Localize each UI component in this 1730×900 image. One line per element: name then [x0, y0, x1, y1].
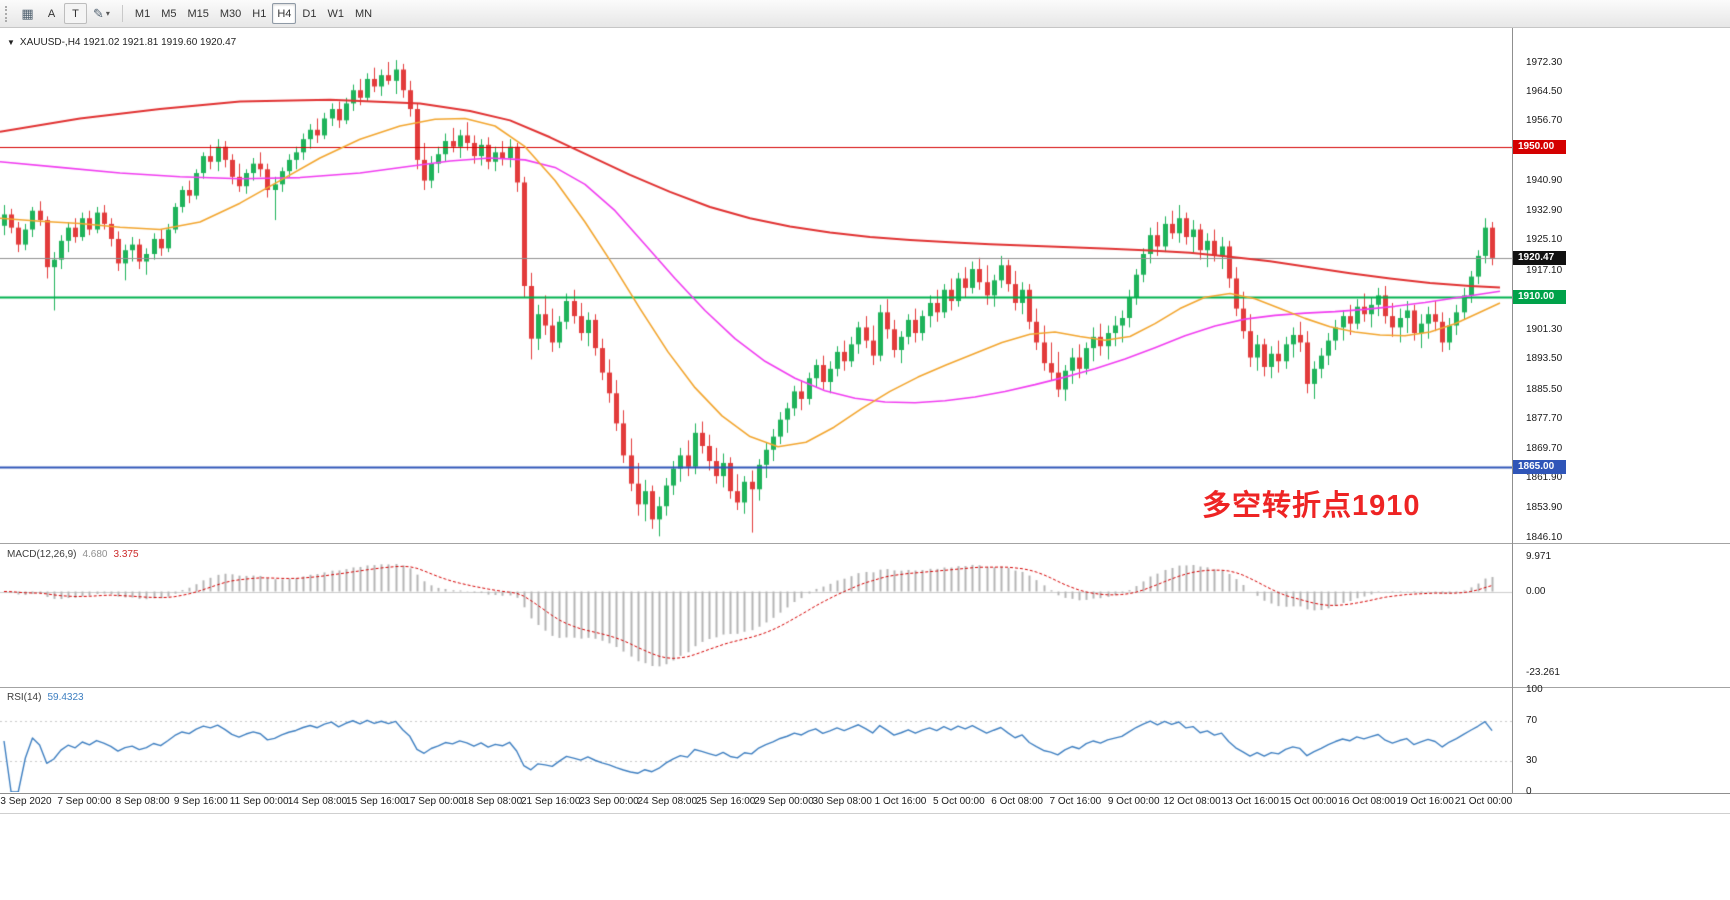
timeframe-button-mn[interactable]: MN	[350, 3, 377, 24]
price-axis-label: 1846.10	[1526, 531, 1563, 543]
time-axis-label: 14 Sep 08:00	[287, 796, 348, 807]
timeframe-button-m15[interactable]: M15	[182, 3, 213, 24]
rsi-value: 59.4323	[47, 692, 84, 703]
toolbar-grip[interactable]	[5, 5, 10, 22]
text-tool-button[interactable]: T	[64, 3, 87, 24]
macd-main-value: 4.680	[82, 549, 108, 560]
time-axis-label: 29 Sep 00:00	[754, 796, 814, 807]
price-axis-label: 1925.10	[1526, 234, 1563, 246]
price-axis-label: 1869.70	[1526, 443, 1563, 454]
time-axis-label: 21 Oct 00:00	[1454, 796, 1513, 807]
rsi-axis-label: 0	[1526, 786, 1532, 797]
time-axis-label: 15 Sep 16:00	[346, 796, 406, 807]
time-axis-label: 25 Sep 16:00	[695, 796, 756, 807]
rsi-panel-canvas[interactable]	[0, 690, 1512, 792]
price-scale-line	[1512, 28, 1513, 793]
price-axis-label: 1885.50	[1526, 383, 1563, 395]
time-axis-label: 13 Oct 16:00	[1221, 796, 1279, 807]
rsi-label: RSI(14) 59.4323	[7, 692, 84, 703]
toolbar-separator	[121, 5, 123, 22]
time-axis-label: 23 Sep 00:00	[579, 796, 639, 807]
price-axis-label: 1877.70	[1526, 412, 1563, 424]
price-axis-label: 1853.90	[1526, 502, 1563, 514]
time-axis-label: 16 Oct 08:00	[1338, 796, 1396, 807]
panel-divider-macd[interactable]	[0, 543, 1730, 544]
time-axis-label: 30 Sep 08:00	[812, 796, 872, 807]
price-badge: 1865.00	[1513, 459, 1566, 474]
price-badge: 1950.00	[1513, 139, 1566, 154]
macd-label: MACD(12,26,9) 4.680 3.375	[7, 549, 139, 560]
chevron-down-icon: ▾	[105, 9, 110, 18]
timeframe-button-d1[interactable]: D1	[297, 3, 321, 24]
macd-name: MACD(12,26,9)	[7, 549, 77, 560]
price-axis-label: 1901.30	[1526, 324, 1563, 336]
dropdown-triangle-icon[interactable]: ▼	[7, 38, 15, 47]
time-axis-label: 11 Sep 00:00	[229, 796, 289, 807]
time-axis-label: 7 Sep 00:00	[57, 796, 112, 807]
time-axis-label: 5 Oct 00:00	[932, 796, 985, 807]
annotation-text: 多空转折点1910	[1202, 490, 1421, 522]
timeframe-button-h1[interactable]: H1	[247, 3, 271, 24]
timeframe-button-m1[interactable]: M1	[130, 3, 155, 24]
price-axis-label: 1956.70	[1526, 115, 1563, 127]
timeframe-button-w1[interactable]: W1	[322, 3, 349, 24]
chart-title: ▼ XAUUSD-,H4 1921.02 1921.81 1919.60 192…	[7, 37, 236, 48]
macd-axis-label: 0.00	[1526, 585, 1546, 597]
symbol-ohlc-text: XAUUSD-,H4 1921.02 1921.81 1919.60 1920.…	[19, 37, 237, 48]
top-toolbar: ▦ A T ✎ ▾ M1 M5 M15 M30 H1 H4 D1 W1 MN	[0, 0, 1730, 28]
price-badge: 1920.47	[1513, 250, 1566, 265]
macd-axis-label: -23.261	[1526, 666, 1560, 678]
rsi-axis-label: 30	[1526, 755, 1538, 767]
macd-panel-canvas[interactable]	[0, 546, 1512, 686]
time-axis-label: 24 Sep 08:00	[637, 796, 698, 807]
time-axis-label: 9 Oct 00:00	[1107, 796, 1160, 807]
price-axis-label: 1861.90	[1526, 472, 1563, 484]
time-axis-label: 15 Oct 00:00	[1279, 796, 1338, 807]
rsi-axis-label: 100	[1526, 684, 1543, 695]
price-axis-label: 1972.30	[1526, 56, 1563, 68]
rsi-name: RSI(14)	[7, 692, 42, 703]
time-axis-label: 19 Oct 16:00	[1396, 796, 1454, 807]
bottom-strip	[0, 813, 1730, 814]
time-axis-label: 6 Oct 08:00	[991, 796, 1043, 807]
time-axis-label: 21 Sep 16:00	[520, 796, 581, 807]
chart-grid-icon[interactable]: ▦	[16, 3, 39, 24]
timeframe-group: M1 M5 M15 M30 H1 H4 D1 W1 MN	[130, 3, 377, 24]
price-axis-label: 1964.50	[1526, 86, 1563, 98]
rsi-axis-label: 70	[1526, 714, 1538, 726]
timeframe-button-h4[interactable]: H4	[272, 3, 297, 24]
time-axis-label: 12 Oct 08:00	[1163, 796, 1221, 807]
cursor-tool-button[interactable]: A	[40, 3, 63, 24]
panel-divider-rsi[interactable]	[0, 687, 1730, 688]
timeframe-button-m5[interactable]: M5	[156, 3, 181, 24]
price-axis-label: 1893.50	[1526, 353, 1563, 365]
timeframe-button-m30[interactable]: M30	[215, 3, 246, 24]
time-axis-label: 9 Sep 16:00	[173, 796, 228, 807]
time-axis-line	[0, 793, 1730, 794]
time-axis-label: 17 Sep 00:00	[404, 796, 464, 807]
time-axis-label: 7 Oct 16:00	[1049, 796, 1102, 807]
time-axis-label: 18 Sep 08:00	[462, 796, 523, 807]
time-axis-label: 8 Sep 08:00	[115, 796, 170, 807]
price-axis-label: 1932.90	[1526, 205, 1563, 217]
price-chart-canvas[interactable]	[0, 30, 1512, 542]
time-axis-label: 1 Oct 16:00	[874, 796, 927, 807]
pencil-icon: ✎	[93, 5, 104, 21]
price-axis-label: 1917.10	[1526, 264, 1563, 276]
time-axis-label: 3 Sep 2020	[0, 796, 52, 807]
drawing-tool-button[interactable]: ✎ ▾	[88, 3, 115, 24]
price-badge: 1910.00	[1513, 290, 1566, 305]
time-axis[interactable]: 3 Sep 2020 7 Sep 00:00 8 Sep 08:00 9 Sep 16…	[0, 796, 1730, 810]
price-axis-label: 1940.90	[1526, 174, 1563, 186]
macd-signal-value: 3.375	[113, 549, 139, 560]
macd-axis-label: 9.971	[1526, 550, 1552, 562]
